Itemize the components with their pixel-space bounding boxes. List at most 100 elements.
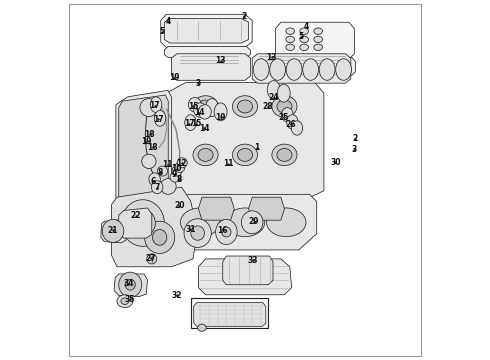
Polygon shape	[164, 19, 248, 43]
Ellipse shape	[287, 115, 298, 129]
Text: 3: 3	[196, 79, 201, 88]
Ellipse shape	[225, 208, 265, 237]
Ellipse shape	[221, 227, 231, 237]
Text: 20: 20	[174, 201, 185, 210]
Ellipse shape	[170, 172, 180, 182]
Text: 31: 31	[185, 225, 196, 234]
Ellipse shape	[197, 324, 206, 331]
Ellipse shape	[130, 210, 155, 237]
Text: 17: 17	[149, 101, 160, 110]
Text: 25: 25	[278, 113, 289, 122]
Polygon shape	[274, 57, 355, 75]
Ellipse shape	[177, 158, 187, 168]
Text: 18: 18	[145, 130, 155, 139]
Ellipse shape	[117, 295, 133, 308]
Text: 34: 34	[123, 279, 134, 288]
Text: 13: 13	[267, 53, 277, 62]
Ellipse shape	[314, 44, 322, 50]
Text: 32: 32	[172, 291, 182, 300]
Polygon shape	[252, 54, 351, 83]
Ellipse shape	[277, 84, 290, 102]
Text: 5: 5	[298, 32, 303, 41]
Text: 24: 24	[269, 93, 279, 102]
Text: 2: 2	[353, 134, 358, 143]
Text: 21: 21	[108, 226, 118, 235]
Text: 19: 19	[169, 73, 179, 82]
Text: 13: 13	[216, 57, 226, 66]
Text: 35: 35	[124, 294, 135, 303]
Ellipse shape	[300, 36, 309, 42]
Ellipse shape	[194, 103, 207, 117]
Ellipse shape	[267, 81, 280, 99]
Ellipse shape	[184, 219, 211, 247]
Ellipse shape	[198, 148, 213, 161]
Polygon shape	[116, 90, 172, 226]
Ellipse shape	[185, 115, 196, 131]
Ellipse shape	[336, 59, 351, 80]
Polygon shape	[114, 274, 147, 297]
Ellipse shape	[214, 103, 227, 121]
Polygon shape	[198, 259, 292, 295]
Ellipse shape	[232, 144, 258, 166]
Text: 15: 15	[188, 102, 198, 111]
Text: 29: 29	[248, 217, 259, 226]
Polygon shape	[161, 14, 252, 47]
Ellipse shape	[119, 272, 142, 297]
Ellipse shape	[145, 221, 175, 253]
Ellipse shape	[238, 148, 252, 161]
Ellipse shape	[142, 154, 156, 168]
Text: 11: 11	[163, 160, 173, 169]
Text: 3: 3	[351, 145, 356, 154]
Ellipse shape	[160, 179, 176, 194]
Ellipse shape	[172, 166, 182, 176]
Text: 9: 9	[172, 170, 177, 179]
Ellipse shape	[286, 44, 294, 50]
Ellipse shape	[125, 279, 135, 290]
Polygon shape	[198, 197, 234, 220]
Text: 28: 28	[262, 102, 273, 111]
Ellipse shape	[152, 229, 167, 245]
Text: 27: 27	[146, 254, 156, 263]
Ellipse shape	[238, 100, 252, 113]
Text: 4: 4	[165, 17, 171, 26]
Ellipse shape	[147, 254, 157, 264]
Polygon shape	[112, 187, 197, 267]
Text: 7: 7	[154, 183, 159, 192]
Ellipse shape	[157, 166, 168, 176]
Text: 5: 5	[159, 27, 164, 36]
Ellipse shape	[242, 211, 263, 234]
Polygon shape	[166, 82, 324, 204]
Text: 1: 1	[255, 143, 260, 152]
Ellipse shape	[314, 36, 322, 42]
Text: 14: 14	[194, 108, 205, 117]
Text: 14: 14	[199, 123, 209, 132]
Polygon shape	[248, 197, 285, 220]
Ellipse shape	[122, 200, 164, 246]
Ellipse shape	[191, 226, 204, 240]
Ellipse shape	[193, 144, 218, 166]
Ellipse shape	[121, 298, 129, 305]
Polygon shape	[119, 95, 168, 222]
Text: 15: 15	[191, 119, 201, 128]
Text: 8: 8	[177, 175, 182, 184]
Ellipse shape	[193, 96, 218, 117]
Polygon shape	[172, 54, 250, 80]
Text: 16: 16	[218, 226, 228, 235]
Ellipse shape	[286, 36, 294, 42]
Ellipse shape	[188, 98, 201, 112]
Text: 6: 6	[150, 176, 156, 185]
Text: 17: 17	[153, 114, 164, 123]
Ellipse shape	[300, 28, 309, 35]
Polygon shape	[194, 303, 266, 326]
Text: 17: 17	[184, 119, 195, 128]
Ellipse shape	[303, 59, 318, 80]
Ellipse shape	[216, 220, 237, 244]
Ellipse shape	[253, 59, 269, 80]
Ellipse shape	[150, 97, 162, 113]
Bar	[191, 298, 269, 328]
Text: 22: 22	[130, 211, 141, 220]
Ellipse shape	[102, 220, 124, 242]
Ellipse shape	[286, 59, 302, 80]
Ellipse shape	[267, 208, 306, 237]
Ellipse shape	[270, 59, 286, 80]
